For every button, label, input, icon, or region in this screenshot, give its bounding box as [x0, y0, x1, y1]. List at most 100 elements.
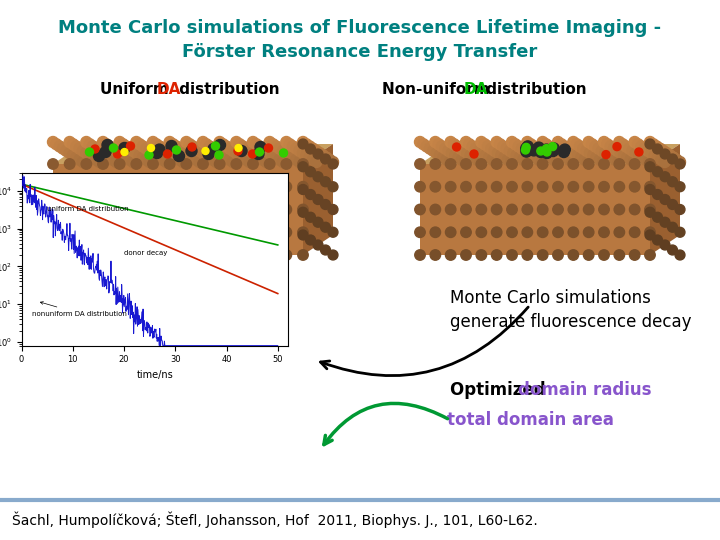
Circle shape: [526, 150, 538, 161]
Circle shape: [667, 177, 678, 187]
Circle shape: [549, 143, 559, 154]
Circle shape: [606, 152, 618, 163]
Circle shape: [598, 157, 609, 167]
Circle shape: [610, 154, 621, 165]
Circle shape: [539, 147, 549, 159]
Circle shape: [301, 139, 312, 150]
Circle shape: [656, 154, 667, 165]
Circle shape: [131, 227, 142, 238]
Circle shape: [114, 150, 122, 158]
Circle shape: [127, 142, 135, 150]
Circle shape: [217, 139, 228, 150]
Circle shape: [629, 227, 640, 238]
Circle shape: [298, 227, 308, 238]
FancyArrowPatch shape: [320, 307, 528, 376]
Circle shape: [264, 147, 275, 159]
Circle shape: [248, 147, 258, 159]
Circle shape: [138, 152, 148, 163]
Circle shape: [595, 154, 606, 165]
Circle shape: [117, 150, 128, 161]
Circle shape: [415, 227, 426, 238]
Circle shape: [415, 137, 426, 147]
Circle shape: [94, 151, 104, 161]
Circle shape: [675, 182, 685, 192]
Circle shape: [534, 142, 544, 153]
Circle shape: [648, 139, 659, 150]
Circle shape: [320, 177, 330, 187]
Circle shape: [231, 204, 241, 215]
Circle shape: [144, 157, 156, 167]
Circle shape: [459, 145, 469, 157]
Circle shape: [198, 204, 208, 215]
Circle shape: [599, 204, 609, 215]
Circle shape: [614, 181, 624, 192]
Circle shape: [138, 141, 148, 152]
Circle shape: [328, 159, 338, 169]
Circle shape: [522, 159, 533, 169]
Circle shape: [248, 137, 258, 147]
Circle shape: [114, 137, 125, 147]
Circle shape: [244, 145, 255, 157]
Circle shape: [469, 152, 480, 163]
Circle shape: [507, 204, 517, 215]
Circle shape: [264, 144, 272, 152]
Circle shape: [318, 150, 328, 161]
Circle shape: [579, 154, 590, 165]
Polygon shape: [303, 144, 333, 255]
Circle shape: [639, 143, 650, 154]
Circle shape: [522, 181, 533, 192]
Circle shape: [238, 141, 248, 152]
Circle shape: [324, 154, 336, 165]
Circle shape: [558, 146, 570, 158]
Circle shape: [88, 141, 99, 152]
Circle shape: [86, 148, 94, 156]
Circle shape: [582, 157, 593, 167]
Circle shape: [281, 137, 292, 147]
Circle shape: [492, 181, 502, 192]
Circle shape: [431, 147, 442, 159]
Circle shape: [675, 205, 685, 214]
Circle shape: [298, 139, 308, 149]
Circle shape: [211, 157, 222, 167]
Circle shape: [221, 152, 232, 163]
Circle shape: [461, 137, 472, 147]
Circle shape: [98, 227, 108, 238]
Circle shape: [264, 159, 275, 169]
Circle shape: [492, 159, 502, 169]
Circle shape: [65, 250, 75, 260]
Circle shape: [428, 145, 438, 157]
Circle shape: [675, 250, 685, 260]
Circle shape: [600, 147, 611, 159]
Circle shape: [675, 227, 685, 237]
Circle shape: [596, 145, 608, 157]
Circle shape: [455, 143, 466, 154]
Circle shape: [553, 181, 563, 192]
Circle shape: [127, 157, 138, 167]
Circle shape: [207, 143, 218, 154]
Circle shape: [576, 152, 587, 163]
Circle shape: [430, 137, 441, 147]
Circle shape: [476, 227, 487, 238]
Circle shape: [549, 143, 557, 151]
Circle shape: [121, 148, 128, 156]
Circle shape: [168, 150, 179, 161]
Circle shape: [613, 143, 621, 151]
Circle shape: [268, 139, 279, 150]
Circle shape: [528, 141, 539, 152]
Text: Monte Carlo simulations of Fluorescence Lifetime Imaging -: Monte Carlo simulations of Fluorescence …: [58, 19, 662, 37]
Circle shape: [449, 139, 459, 150]
Circle shape: [307, 154, 318, 165]
Circle shape: [668, 152, 679, 163]
Circle shape: [477, 147, 488, 159]
Circle shape: [254, 152, 265, 163]
Circle shape: [506, 137, 518, 147]
Circle shape: [81, 250, 91, 260]
Circle shape: [652, 235, 662, 245]
Circle shape: [251, 139, 262, 150]
Circle shape: [476, 181, 487, 192]
Circle shape: [107, 154, 119, 165]
Circle shape: [231, 137, 242, 147]
Text: distribution: distribution: [481, 83, 587, 98]
Circle shape: [320, 200, 330, 210]
Circle shape: [240, 154, 252, 165]
